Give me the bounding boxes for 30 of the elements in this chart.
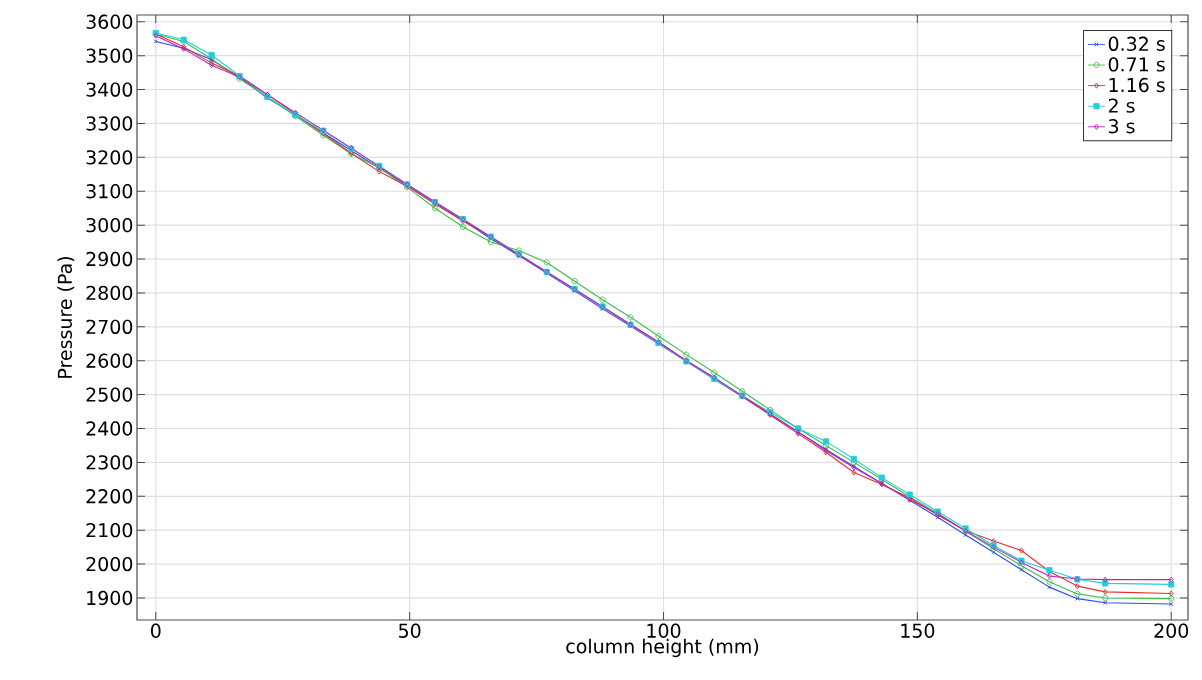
legend-label: 2 s — [1108, 98, 1135, 113]
legend-label: 3 s — [1108, 119, 1135, 134]
y-tick-label: 3300 — [86, 116, 133, 131]
y-tick-label: 2500 — [86, 387, 133, 402]
y-axis-title: Pressure (Pa) — [57, 257, 75, 378]
y-tick-label: 3600 — [86, 14, 133, 29]
y-tick-label: 2700 — [86, 319, 133, 334]
y-tick-label: 2600 — [86, 353, 133, 368]
x-tick-label: 100 — [647, 623, 681, 638]
y-tick-label: 2800 — [86, 285, 133, 301]
x-tick-label: 200 — [1154, 623, 1189, 638]
y-tick-label: 3000 — [86, 217, 133, 233]
y-tick-label: 2100 — [86, 523, 133, 538]
y-tick-label: 3200 — [86, 150, 133, 165]
x-tick-label: 50 — [399, 623, 421, 638]
y-tick-label: 3500 — [86, 48, 133, 63]
y-tick-label: 2200 — [86, 489, 133, 504]
y-tick-label: 2900 — [86, 251, 133, 267]
y-tick-label: 1900 — [87, 590, 133, 606]
legend-label: 0.32 s — [1108, 36, 1165, 51]
y-tick-label: 2000 — [86, 556, 133, 572]
y-tick-label: 3100 — [86, 184, 133, 199]
y-tick-label: 2400 — [86, 421, 133, 436]
x-axis-title: column height (mm) — [566, 638, 759, 658]
legend-label: 1.16 s — [1109, 77, 1165, 93]
x-tick-label: 150 — [901, 623, 935, 638]
x-tick-label: 0 — [151, 623, 161, 638]
legend-label: 0.71 s — [1108, 57, 1165, 72]
y-tick-label: 2300 — [86, 455, 133, 470]
y-tick-label: 3400 — [86, 82, 133, 97]
